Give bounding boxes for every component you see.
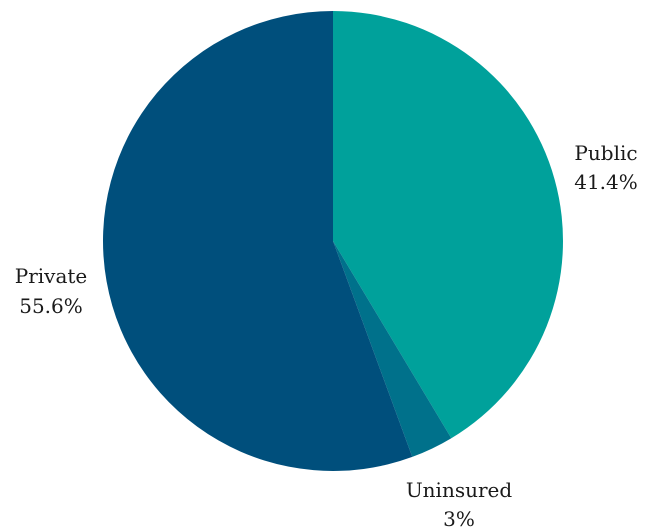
pie-slices <box>102 11 563 471</box>
slice-label-uninsured-name: Uninsured <box>406 478 513 502</box>
slice-label-private-value: 55.6% <box>19 294 83 318</box>
slice-label-private-name: Private <box>15 264 88 288</box>
slice-label-public-name: Public <box>574 141 637 165</box>
slice-label-public-value: 41.4% <box>574 170 638 194</box>
pie-slice-uninsured <box>333 241 452 457</box>
pie-slice-private <box>102 11 413 471</box>
slice-label-uninsured-value: 3% <box>443 507 475 531</box>
pie-slice-public <box>333 11 563 439</box>
